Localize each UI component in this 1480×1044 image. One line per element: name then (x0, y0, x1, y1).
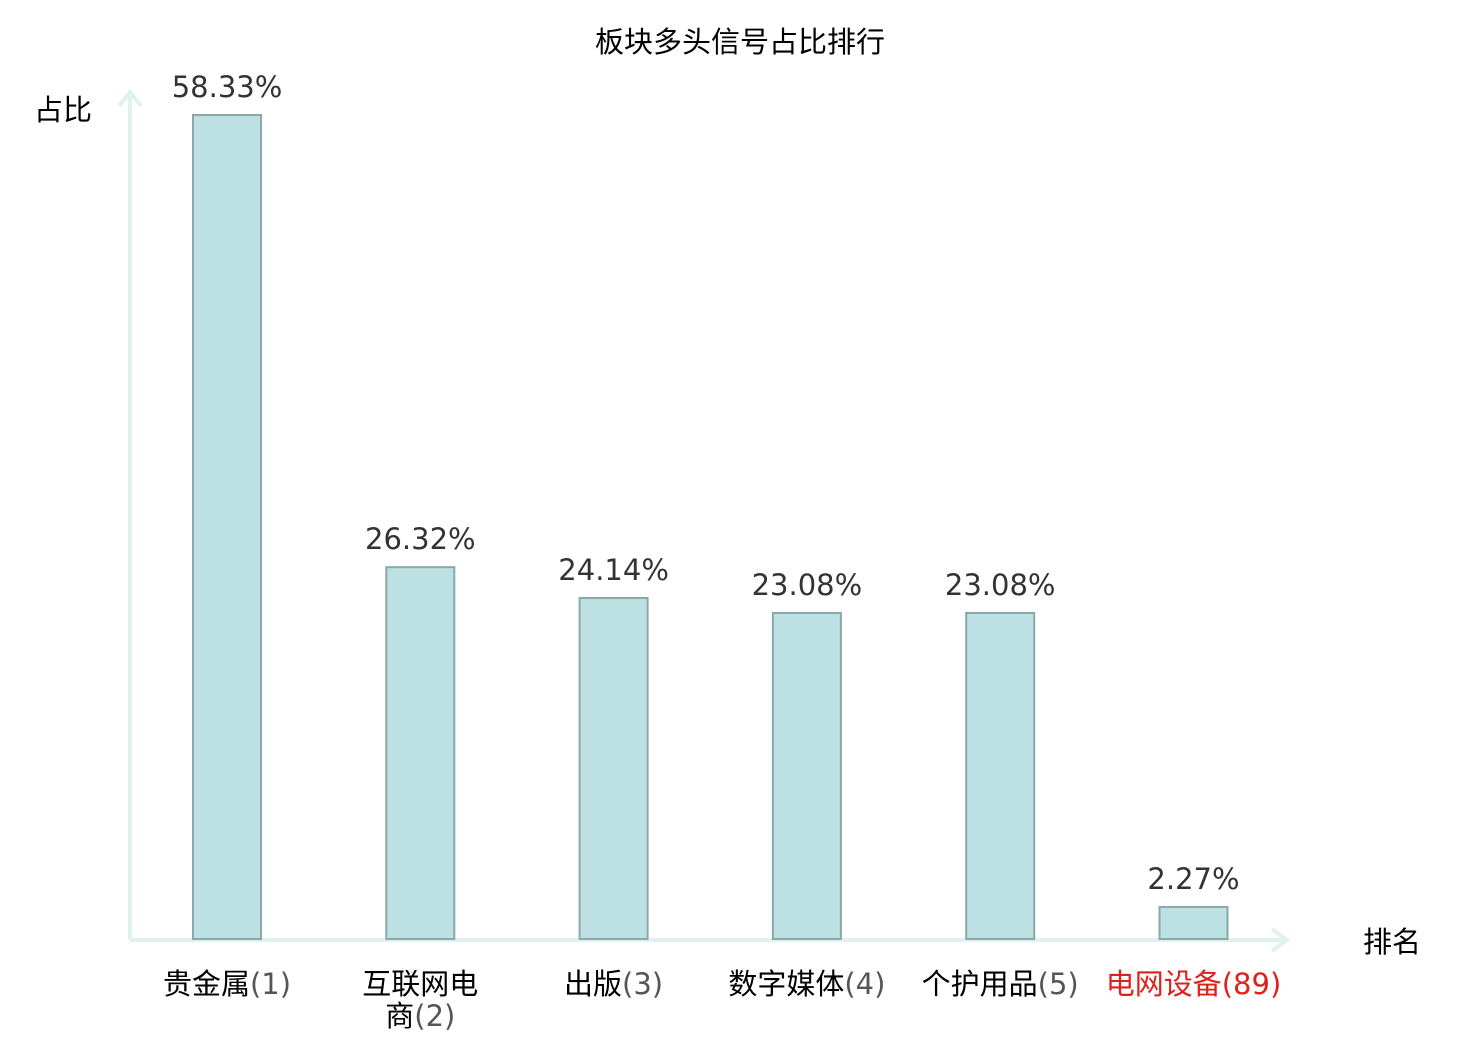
bar-value-label: 23.08% (945, 568, 1056, 602)
bar (192, 114, 262, 940)
bar-value-label: 58.33% (172, 70, 283, 104)
chart-title: 板块多头信号占比排行 (595, 25, 885, 59)
x-tick-label-name: 贵金属 (163, 967, 250, 1001)
bar-value-label: 24.14% (558, 553, 669, 587)
x-tick-label-rank: (1) (250, 967, 291, 1001)
bar (965, 611, 1036, 941)
x-tick-label: 互联网电 (362, 967, 478, 1001)
y-axis-arrow-icon (117, 88, 143, 108)
value-labels-group: 58.33% 26.32% 24.14% 23.08% 23.08% 2.27% (172, 70, 1240, 896)
x-axis-arrow-icon (1270, 927, 1291, 953)
y-axis-label: 占比 (34, 93, 92, 127)
bar-value-label: 23.08% (752, 568, 863, 602)
bar (771, 611, 842, 941)
x-tick-label-name: 商 (385, 999, 414, 1033)
x-tick-label-name: 个护用品 (922, 967, 1038, 1001)
x-tick-label-rank: (89) (1222, 967, 1282, 1001)
x-tick-label-name: 数字媒体 (728, 967, 844, 1001)
bar (385, 566, 456, 940)
x-tick-label-name: 电网设备 (1106, 967, 1222, 1001)
x-tick-label: 贵金属(1) (163, 967, 291, 1001)
x-tick-label: 电网设备(89) (1106, 967, 1282, 1001)
x-tick-label-name: 互联网电 (362, 967, 478, 1001)
x-tick-label: 商(2) (385, 999, 455, 1033)
x-tick-label: 出版(3) (564, 967, 663, 1001)
bars-group (192, 114, 1229, 941)
x-tick-label: 数字媒体(4) (728, 967, 885, 1001)
x-tick-label-name: 出版 (564, 967, 622, 1001)
bar (578, 596, 649, 940)
x-tick-label-rank: (5) (1038, 967, 1079, 1001)
x-tick-label-rank: (2) (414, 999, 455, 1033)
bar-value-label: 2.27% (1147, 862, 1239, 896)
x-axis-label: 排名 (1363, 925, 1421, 959)
x-tick-label-rank: (4) (844, 967, 885, 1001)
x-tick-label-rank: (3) (622, 967, 663, 1001)
bar-value-label: 26.32% (365, 522, 476, 556)
x-tick-label: 个护用品(5) (922, 967, 1079, 1001)
bar (1158, 905, 1229, 941)
